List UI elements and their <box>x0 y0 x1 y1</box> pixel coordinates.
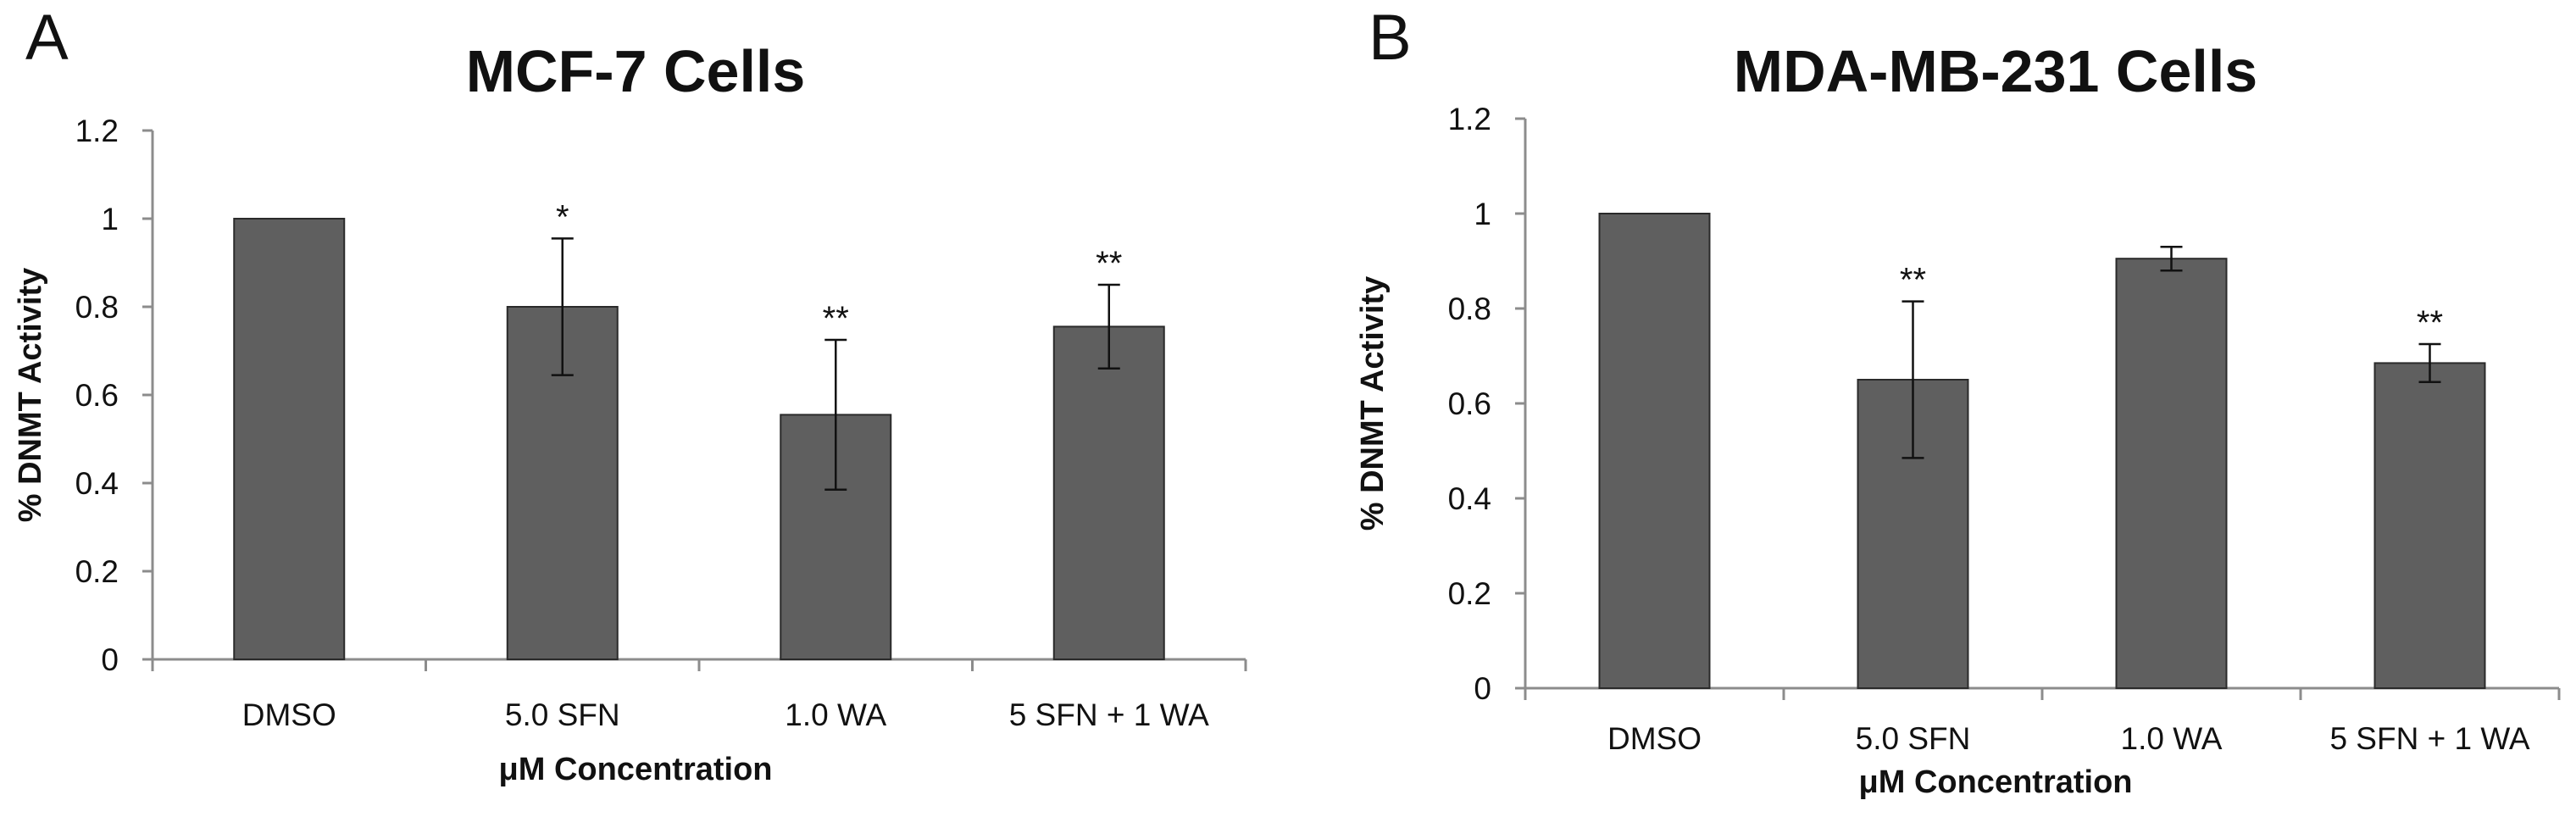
panel-a-bar <box>233 218 346 660</box>
panel-b-letter: B <box>1368 2 1412 74</box>
panel-b-y-tick-label: 1.2 <box>1448 102 1491 136</box>
panel-a-y-tick-label: 1 <box>101 202 119 236</box>
panel-a-category-label: 5.0 SFN <box>505 698 620 732</box>
panel-b-title: MDA-MB-231 Cells <box>1734 38 2257 104</box>
panel-a-significance-marker: * <box>556 198 569 236</box>
panel-b-bar <box>2373 362 2486 689</box>
panel-b-category-label: 5 SFN + 1 WA <box>2329 721 2529 756</box>
panel-a-letter: A <box>25 2 69 74</box>
panel-a-title: MCF-7 Cells <box>466 38 806 104</box>
panel-b-category-label: 5.0 SFN <box>1856 721 1971 756</box>
panel-b-y-tick-label: 0.2 <box>1448 576 1491 611</box>
panel-b-y-tick-label: 0.8 <box>1448 292 1491 326</box>
panel-a-y-tick-label: 0.6 <box>75 378 119 413</box>
panel-a-y-tick-label: 1.2 <box>75 114 119 148</box>
panel-b-bar <box>1598 213 1711 689</box>
panel-a-category-label: DMSO <box>242 698 336 732</box>
panel-a-x-axis-title: μM Concentration <box>498 752 772 787</box>
panel-a-significance-marker: ** <box>823 300 849 337</box>
panel-b-y-tick-label: 1 <box>1474 197 1491 231</box>
panel-a-significance-marker: ** <box>1096 245 1122 282</box>
panel-a-category-label: 1.0 WA <box>785 698 886 732</box>
panel-a-y-tick-label: 0.8 <box>75 290 119 325</box>
panel-b-category-label: DMSO <box>1607 721 1702 756</box>
panel-b-bar <box>2115 258 2228 689</box>
panel-b-category-label: 1.0 WA <box>2121 721 2223 756</box>
panel-b-x-axis-title: μM Concentration <box>1858 764 2132 800</box>
panel-b-y-tick-label: 0.4 <box>1448 481 1491 516</box>
panel-a-y-tick-label: 0.4 <box>75 466 119 501</box>
panel-a-y-axis-title: % DNMT Activity <box>13 268 48 523</box>
panel-b-significance-marker: ** <box>1900 262 1926 299</box>
panel-b-y-axis-title: % DNMT Activity <box>1355 276 1391 531</box>
panel-b-significance-marker: ** <box>2417 304 2443 342</box>
panel-b-y-tick-label: 0.6 <box>1448 386 1491 421</box>
panel-a-y-tick-label: 0 <box>101 642 119 677</box>
panel-b-y-tick-label: 0 <box>1474 671 1491 706</box>
panel-a-y-tick-label: 0.2 <box>75 554 119 589</box>
panel-a-bar <box>1052 325 1165 660</box>
panel-a-category-label: 5 SFN + 1 WA <box>1009 698 1209 732</box>
